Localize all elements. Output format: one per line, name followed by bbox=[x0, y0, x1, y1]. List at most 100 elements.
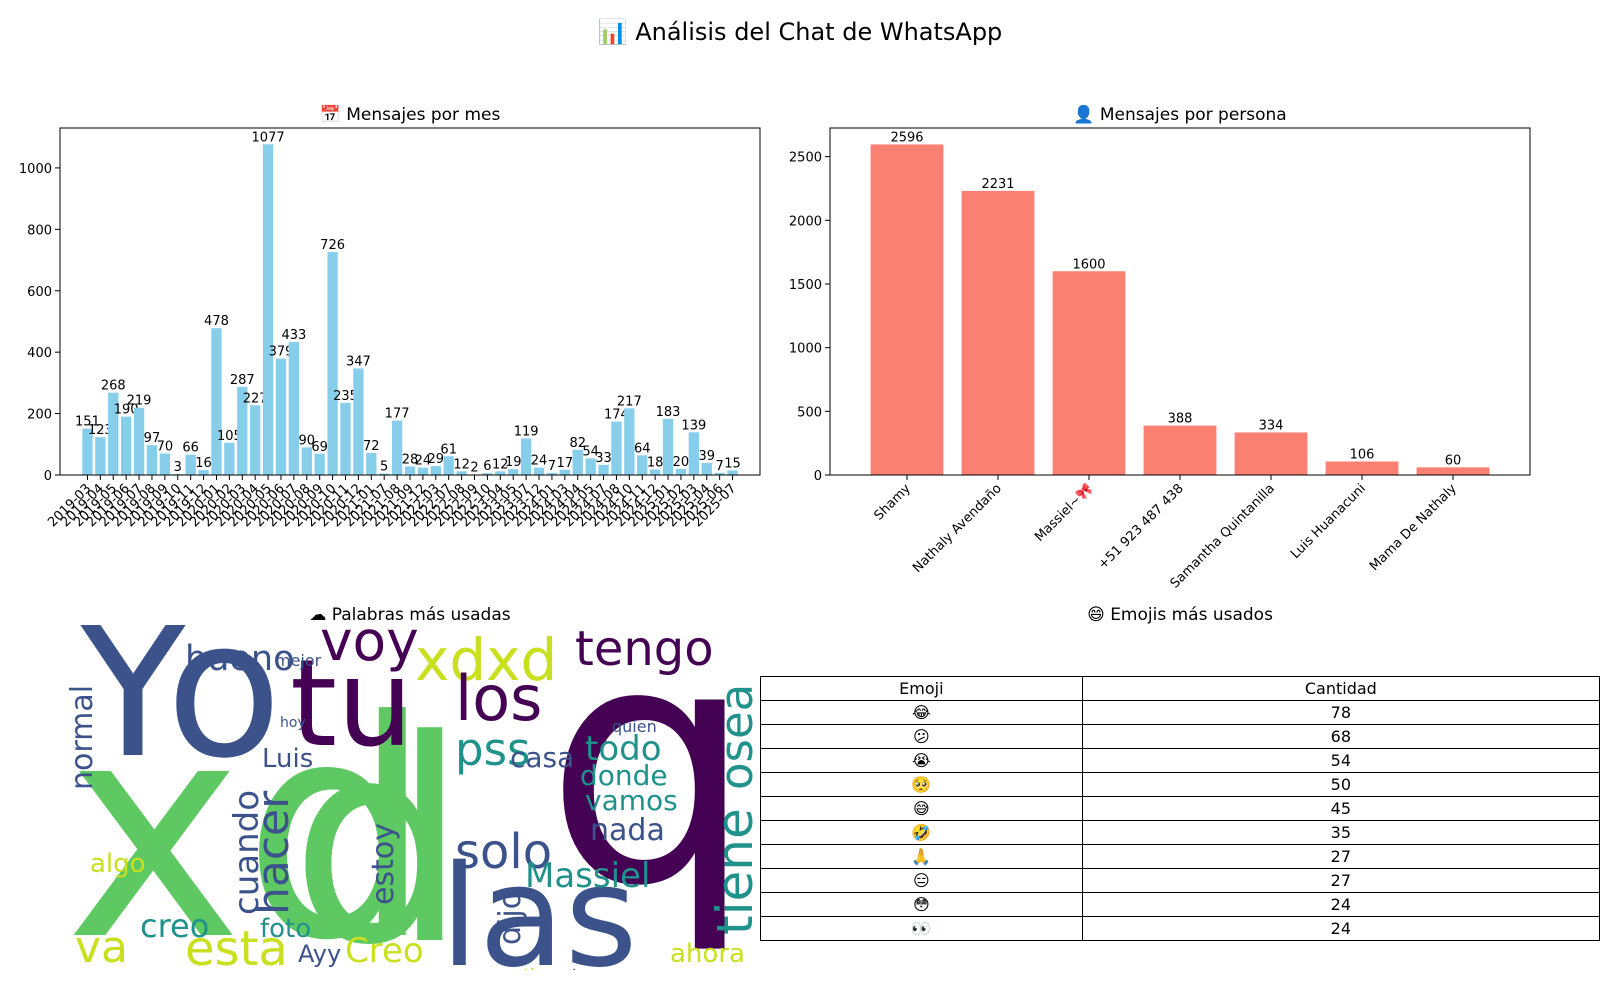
bar bbox=[146, 445, 158, 475]
word: d bbox=[290, 681, 468, 1000]
bar bbox=[456, 471, 467, 475]
bar bbox=[237, 386, 248, 475]
plot-frame bbox=[829, 127, 1531, 476]
cell: 24 bbox=[1081, 916, 1600, 941]
value-label: 119 bbox=[514, 424, 539, 439]
value-label: 268 bbox=[101, 379, 126, 394]
value-label: 235 bbox=[333, 389, 358, 404]
cell: 78 bbox=[1081, 700, 1600, 725]
bar bbox=[301, 447, 312, 475]
row: 🥺 50 bbox=[760, 772, 1600, 797]
bar bbox=[1052, 271, 1126, 475]
row: 😕 68 bbox=[760, 724, 1600, 749]
value-label: 7 bbox=[548, 459, 556, 474]
x-tick-label: Mama De Nathaly bbox=[1367, 481, 1460, 574]
y-tick-label: 2500 bbox=[789, 151, 822, 166]
cell: 68 bbox=[1081, 724, 1600, 749]
y-tick-label: 800 bbox=[27, 223, 52, 238]
value-label: 72 bbox=[363, 439, 380, 454]
value-label: 82 bbox=[569, 436, 586, 451]
row: 😂 78 bbox=[760, 700, 1600, 725]
bar bbox=[637, 455, 648, 475]
bar bbox=[159, 453, 171, 475]
bar bbox=[108, 392, 119, 475]
word: Massiel bbox=[525, 856, 650, 896]
value-label: 379 bbox=[269, 345, 294, 360]
word: quien bbox=[612, 717, 657, 736]
bar bbox=[1234, 432, 1308, 475]
bar bbox=[198, 470, 209, 475]
y-tick-label: 1000 bbox=[789, 342, 822, 357]
word: solo bbox=[455, 824, 552, 880]
word: hacer bbox=[248, 790, 299, 915]
y-tick-label: 200 bbox=[27, 408, 52, 423]
bar bbox=[1143, 425, 1217, 475]
word: voy bbox=[320, 609, 419, 673]
cell: 😳 bbox=[760, 892, 1083, 917]
word: entonces bbox=[552, 965, 625, 984]
word: casa bbox=[510, 741, 574, 774]
row: 😅 45 bbox=[760, 796, 1600, 821]
bar bbox=[701, 463, 712, 475]
x-tick-label: Nathaly Avendaño bbox=[910, 481, 1005, 576]
y-tick-label: 500 bbox=[797, 405, 822, 420]
value-label: 433 bbox=[281, 328, 306, 343]
page-title: 📊 Análisis del Chat de WhatsApp bbox=[598, 18, 1003, 46]
value-label: 70 bbox=[157, 440, 174, 455]
word: tu bbox=[290, 635, 413, 774]
bar bbox=[391, 420, 403, 475]
header-row: Emoji Cantidad bbox=[760, 676, 1600, 701]
word: todo bbox=[585, 729, 662, 769]
word: q bbox=[545, 574, 754, 958]
y-tick-label: 1000 bbox=[19, 162, 52, 177]
value-label: 64 bbox=[634, 441, 651, 456]
bar bbox=[727, 470, 738, 475]
chart-title: 👤 Mensajes por persona bbox=[1073, 104, 1286, 125]
bar bbox=[1416, 467, 1490, 475]
value-label: 97 bbox=[144, 431, 161, 446]
word: osea bbox=[710, 684, 763, 790]
value-label: 3 bbox=[174, 460, 182, 475]
word: Ayy bbox=[298, 940, 341, 968]
y-tick-label: 1500 bbox=[789, 278, 822, 293]
word: tiene bbox=[706, 808, 764, 935]
word: esta bbox=[185, 921, 288, 977]
bar bbox=[870, 144, 944, 475]
value-label: 39 bbox=[698, 449, 715, 464]
bar bbox=[120, 416, 132, 475]
value-label: 183 bbox=[656, 405, 681, 420]
row: 🤣 35 bbox=[760, 820, 1600, 845]
bar bbox=[185, 454, 196, 475]
bar bbox=[649, 469, 661, 475]
bar bbox=[275, 358, 287, 475]
value-label: 29 bbox=[428, 452, 445, 467]
x-tick-label: +51 923 487 438 bbox=[1095, 481, 1186, 572]
row: 😭 54 bbox=[760, 748, 1600, 773]
cell: 😑 bbox=[760, 868, 1083, 893]
bar bbox=[1325, 461, 1399, 475]
value-label: 61 bbox=[440, 442, 457, 457]
word: mejor bbox=[275, 651, 322, 670]
word: Creo bbox=[345, 931, 424, 971]
value-label: 2231 bbox=[981, 177, 1014, 192]
cell: 😅 bbox=[760, 796, 1083, 821]
word: foto bbox=[260, 914, 311, 944]
value-label: 12 bbox=[453, 457, 470, 472]
bar bbox=[443, 456, 454, 475]
value-label: 18 bbox=[647, 455, 664, 470]
value-label: 174 bbox=[604, 408, 629, 423]
word: las bbox=[440, 836, 638, 999]
cell: 😕 bbox=[760, 724, 1083, 749]
chart-title: 📅 Mensajes por mes bbox=[320, 104, 501, 125]
bar bbox=[546, 472, 558, 475]
bar bbox=[327, 252, 338, 475]
bar bbox=[340, 402, 351, 475]
bar bbox=[95, 437, 106, 475]
bar bbox=[533, 467, 545, 475]
x-tick-label: Shamy bbox=[872, 481, 915, 524]
value-label: 151 bbox=[75, 415, 100, 430]
bar bbox=[961, 190, 1035, 475]
cell: 54 bbox=[1081, 748, 1600, 773]
bar bbox=[572, 449, 583, 475]
